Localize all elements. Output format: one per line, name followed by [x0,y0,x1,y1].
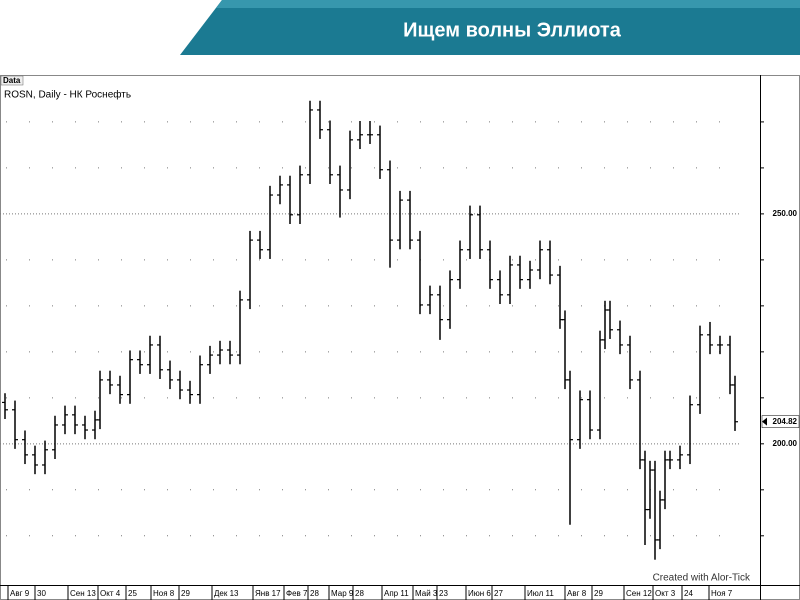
x-tick-label: Апр 11 [384,589,409,598]
last-price-marker [762,417,767,426]
x-tick-label: Июл 11 [527,589,554,598]
x-tick-label: Ноя 7 [711,589,733,598]
x-tick-label: Окт 3 [655,589,676,598]
x-tick-label: Янв 17 [255,589,281,598]
x-tick-label: Июн 6 [468,589,491,598]
slide-title: Ищем волны Эллиота [403,19,622,41]
x-tick-label: Авг 9 [10,589,30,598]
panel-label: Data [3,76,21,85]
x-tick-label: 23 [439,589,448,598]
x-tick-label: Фев 7 [286,589,308,598]
x-tick-label: 27 [494,589,503,598]
title-banner [180,0,800,55]
banner-highlight [216,0,800,8]
x-tick-label: Мар 9 [331,589,354,598]
x-tick-label: 29 [181,589,190,598]
x-tick-label: Дек 13 [214,589,239,598]
x-tick-label: 25 [128,589,137,598]
credit: Created with Alor-Tick [653,573,751,584]
x-tick-label: 29 [594,589,603,598]
x-tick-label: Ноя 8 [153,589,175,598]
x-tick-label: Окт 4 [100,589,121,598]
last-price-label: 204.82 [773,417,798,426]
y-tick-label: 250.00 [773,209,798,218]
x-tick-label: Сен 13 [70,589,96,598]
panel-tab [0,75,24,86]
y-tick-label: 200.00 [773,439,798,448]
x-tick-label: Май 3 [415,589,438,598]
x-tick-label: 30 [37,589,46,598]
x-tick-label: 28 [310,589,319,598]
x-tick-label: Сен 12 [626,589,652,598]
chart-title: ROSN, Daily - НК Роснефть [4,89,131,101]
chart-frame [0,75,800,600]
x-tick-label: 28 [355,589,364,598]
x-tick-label: 24 [684,589,693,598]
x-tick-label: Авг 8 [567,589,587,598]
